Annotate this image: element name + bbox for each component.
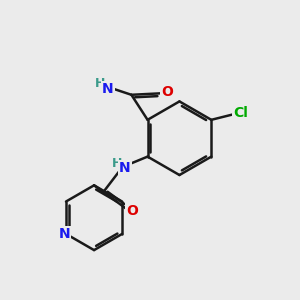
Text: N: N xyxy=(59,227,70,241)
Text: O: O xyxy=(126,204,138,218)
Text: H: H xyxy=(112,157,122,170)
Text: Cl: Cl xyxy=(233,106,248,120)
Text: O: O xyxy=(161,85,173,99)
Text: H: H xyxy=(95,77,105,90)
Text: N: N xyxy=(102,82,114,96)
Text: N: N xyxy=(119,161,131,176)
